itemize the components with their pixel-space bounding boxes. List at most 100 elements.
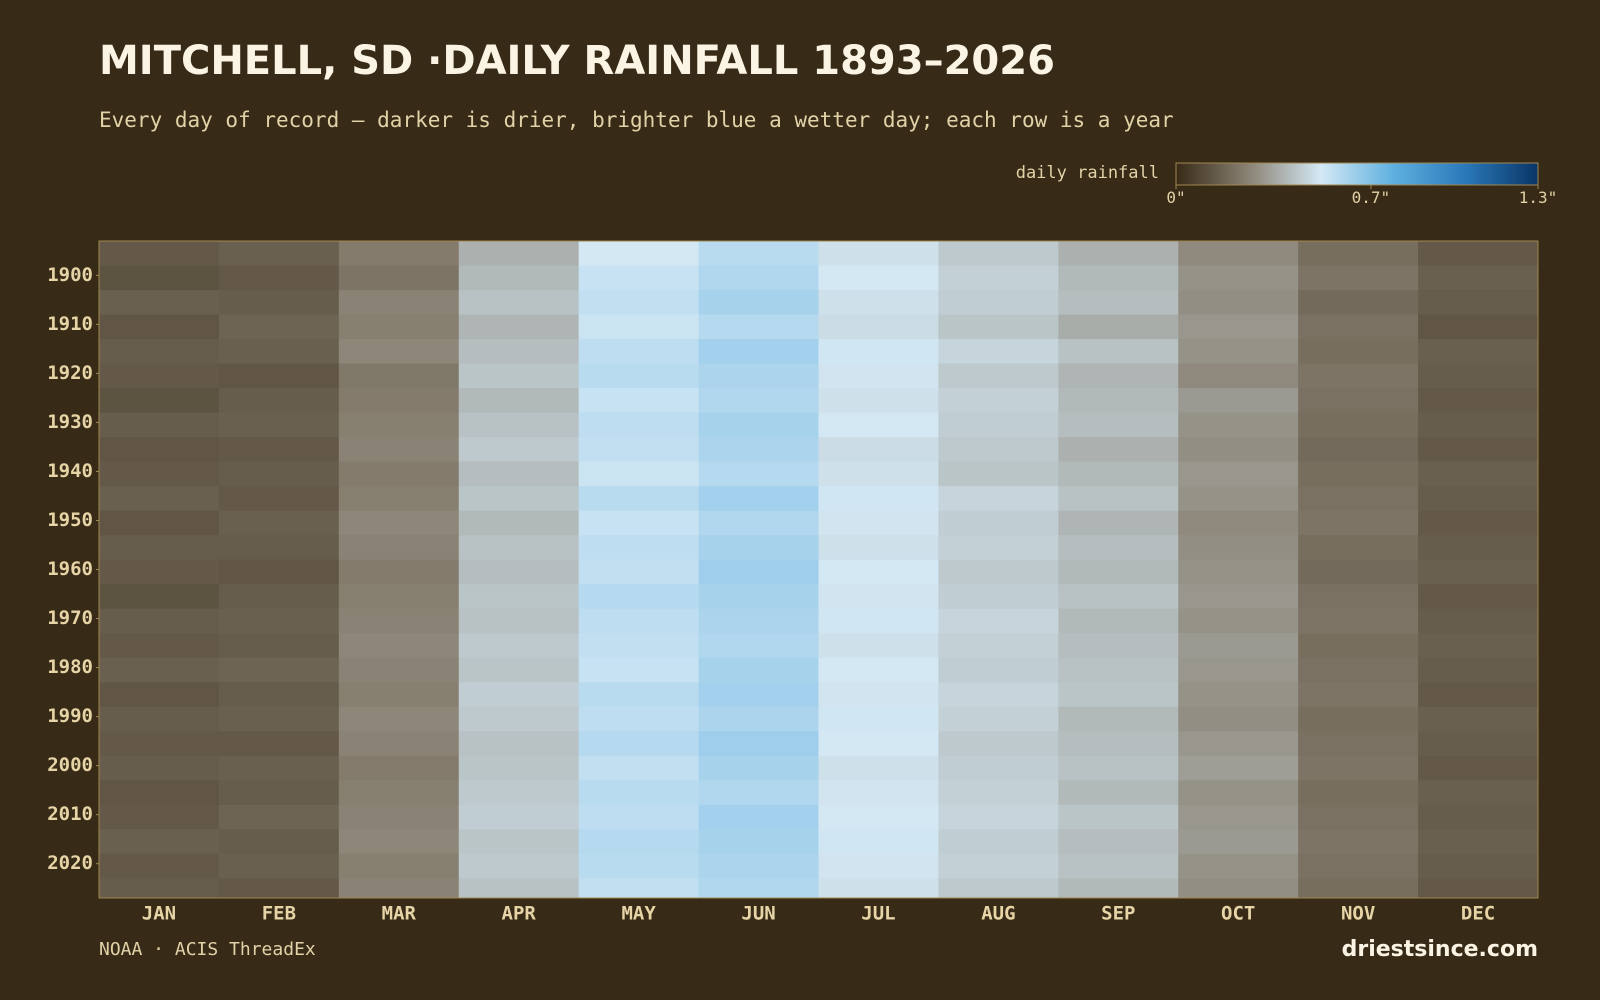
heat-cell <box>1418 608 1539 634</box>
heat-cell <box>218 437 340 463</box>
heat-cell <box>1298 584 1419 610</box>
heat-cell <box>218 559 340 585</box>
heat-cell <box>458 780 580 806</box>
heat-cell <box>458 584 580 610</box>
y-tick-label: 1970 <box>47 607 93 629</box>
heat-cell <box>1298 265 1419 291</box>
heat-cell <box>338 559 460 585</box>
heat-cell <box>1298 878 1419 899</box>
heat-cell <box>1298 510 1419 536</box>
heat-cell <box>1178 461 1299 487</box>
heat-cell <box>1418 339 1539 365</box>
heat-cell <box>818 241 939 267</box>
heat-cell <box>218 682 340 708</box>
heat-cell <box>698 682 819 708</box>
heat-cell <box>458 559 580 585</box>
heat-cell <box>218 412 340 438</box>
heat-cell <box>99 363 220 389</box>
heat-cell <box>218 657 340 683</box>
legend-title: daily rainfall <box>1016 163 1159 183</box>
heat-cell <box>338 829 460 855</box>
heat-cell <box>1418 755 1539 781</box>
heat-cell <box>818 510 939 536</box>
heat-cell <box>938 853 1059 879</box>
heat-cell <box>818 486 939 512</box>
heat-cell <box>698 608 819 634</box>
heat-cell <box>218 388 340 414</box>
heat-cell <box>458 853 580 879</box>
heat-cell <box>938 461 1059 487</box>
heat-cell <box>1058 461 1179 487</box>
heat-cell <box>1178 363 1299 389</box>
heat-cell <box>1298 363 1419 389</box>
heat-cell <box>338 535 460 561</box>
heat-cell <box>1058 829 1179 855</box>
heat-cell <box>99 241 220 267</box>
heat-cell <box>1178 388 1299 414</box>
heat-cell <box>458 755 580 781</box>
heat-cell <box>578 510 700 536</box>
heat-cell <box>1178 486 1299 512</box>
heat-cell <box>1418 388 1539 414</box>
heat-cell <box>938 265 1059 291</box>
heat-cell <box>1418 510 1539 536</box>
heat-cell <box>938 486 1059 512</box>
heat-cell <box>1298 731 1419 757</box>
heat-cell <box>99 657 220 683</box>
heat-cell <box>99 388 220 414</box>
heat-cell <box>338 510 460 536</box>
heat-cell <box>1298 339 1419 365</box>
heat-cell <box>578 706 700 732</box>
heat-cell <box>1298 682 1419 708</box>
heat-cell <box>578 878 700 899</box>
heat-cell <box>1298 535 1419 561</box>
heat-cell <box>1058 780 1179 806</box>
x-tick-label: FEB <box>262 903 296 925</box>
heat-cell <box>218 265 340 291</box>
heat-cell <box>1418 314 1539 340</box>
heat-cell <box>938 706 1059 732</box>
heat-cell <box>458 388 580 414</box>
heat-cell <box>1298 706 1419 732</box>
heat-cell <box>458 535 580 561</box>
heat-cell <box>818 853 939 879</box>
y-tick-label: 1980 <box>47 656 93 678</box>
heat-cell <box>218 878 340 899</box>
heat-cell <box>458 412 580 438</box>
y-tick-label: 1910 <box>47 313 93 335</box>
y-tick-label: 2020 <box>47 852 93 874</box>
heat-cell <box>1058 657 1179 683</box>
heat-cell <box>458 437 580 463</box>
x-tick-label: SEP <box>1101 903 1135 925</box>
heat-cell <box>1178 780 1299 806</box>
heat-cell <box>99 755 220 781</box>
heat-cell <box>99 682 220 708</box>
heat-cell <box>338 412 460 438</box>
heat-cell <box>818 265 939 291</box>
heat-cell <box>578 731 700 757</box>
heat-cell <box>1298 486 1419 512</box>
heat-cell <box>1178 731 1299 757</box>
heat-cell <box>578 290 700 316</box>
heat-cell <box>698 265 819 291</box>
heat-cell <box>1178 829 1299 855</box>
heat-cell <box>578 486 700 512</box>
heat-cell <box>218 633 340 659</box>
heat-cell <box>818 584 939 610</box>
heat-cell <box>698 755 819 781</box>
heat-cell <box>938 510 1059 536</box>
heat-cell <box>1058 241 1179 267</box>
heat-cell <box>578 829 700 855</box>
heat-cell <box>218 706 340 732</box>
heat-cell <box>578 437 700 463</box>
chart-subtitle: Every day of record — darker is drier, b… <box>99 108 1174 132</box>
heat-cell <box>1418 535 1539 561</box>
heat-cell <box>938 535 1059 561</box>
heat-cell <box>1418 559 1539 585</box>
heat-cell <box>218 780 340 806</box>
heat-cell <box>818 363 939 389</box>
heat-cell <box>578 241 700 267</box>
heat-cell <box>1418 461 1539 487</box>
heat-cell <box>578 265 700 291</box>
heat-cell <box>698 706 819 732</box>
